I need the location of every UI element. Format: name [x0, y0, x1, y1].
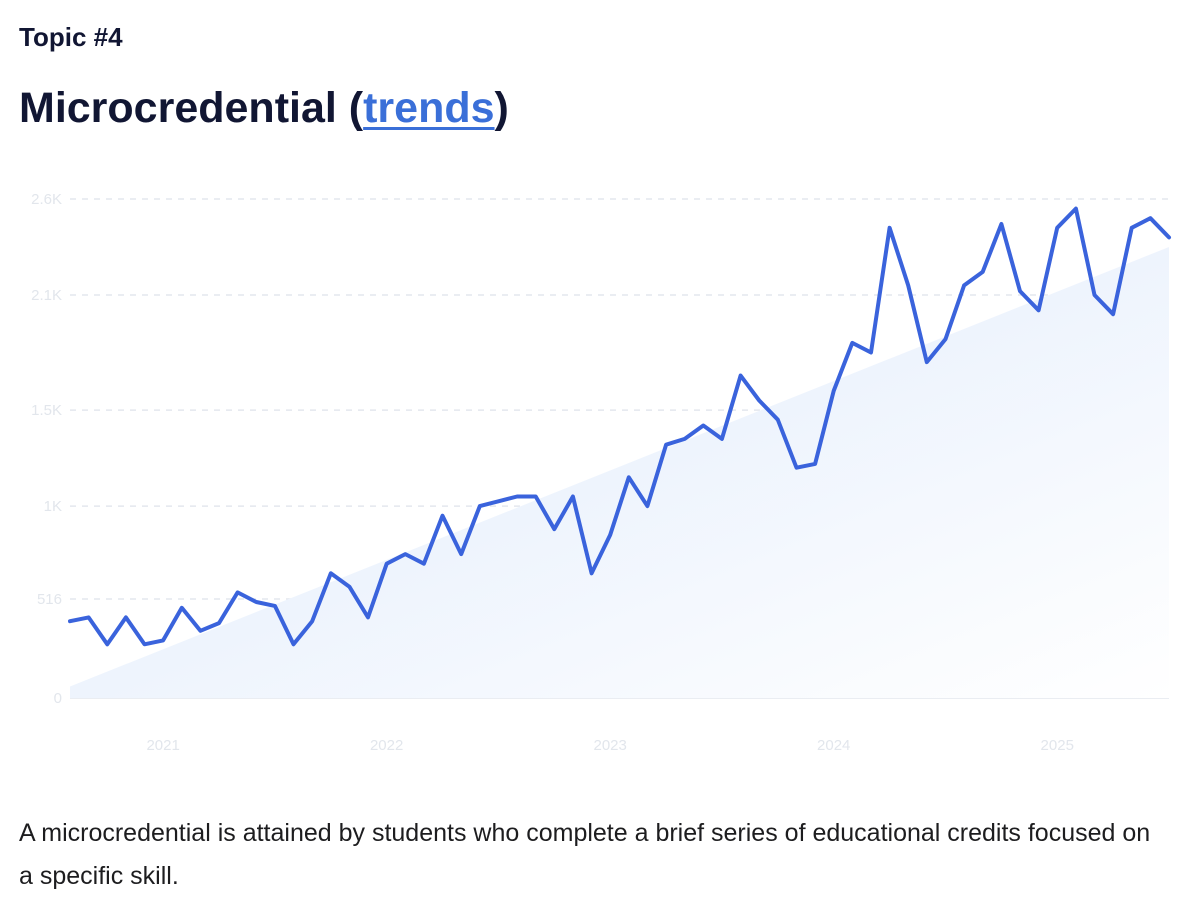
- x-tick-label: 2024: [817, 737, 850, 754]
- title-paren-open: (: [336, 84, 364, 132]
- x-tick-label: 2021: [146, 737, 179, 754]
- y-tick-label: 0: [54, 690, 62, 707]
- x-tick-label: 2023: [593, 737, 626, 754]
- series-line: [68, 206, 1171, 647]
- y-tick-label: 516: [37, 591, 62, 608]
- trend-area: [70, 246, 1169, 698]
- y-tick-label: 1.5K: [31, 402, 62, 419]
- y-tick-label: 2.1K: [31, 287, 62, 304]
- title-paren-close: ): [494, 84, 509, 132]
- y-tick-label: 2.6K: [31, 191, 62, 208]
- y-tick-label: 1K: [44, 498, 62, 515]
- x-tick-label: 2022: [370, 737, 403, 754]
- title-main: Microcredential: [19, 84, 337, 132]
- trend-chart: 0 516 1K 1.5K 2.1K 2.6K 2021 2022 2023 2024 2025: [31, 191, 1171, 754]
- x-tick-label: 2025: [1041, 737, 1074, 754]
- topic-label: Topic #4: [19, 22, 123, 52]
- x-axis-ticks: 2021 2022 2023 2024 2025: [146, 737, 1073, 754]
- topic-description: A microcredential is attained by student…: [19, 819, 1151, 890]
- y-axis-ticks: 0 516 1K 1.5K 2.1K 2.6K: [31, 191, 62, 707]
- trends-link[interactable]: trends: [363, 84, 495, 132]
- page-title: Microcredential (trends): [19, 80, 509, 136]
